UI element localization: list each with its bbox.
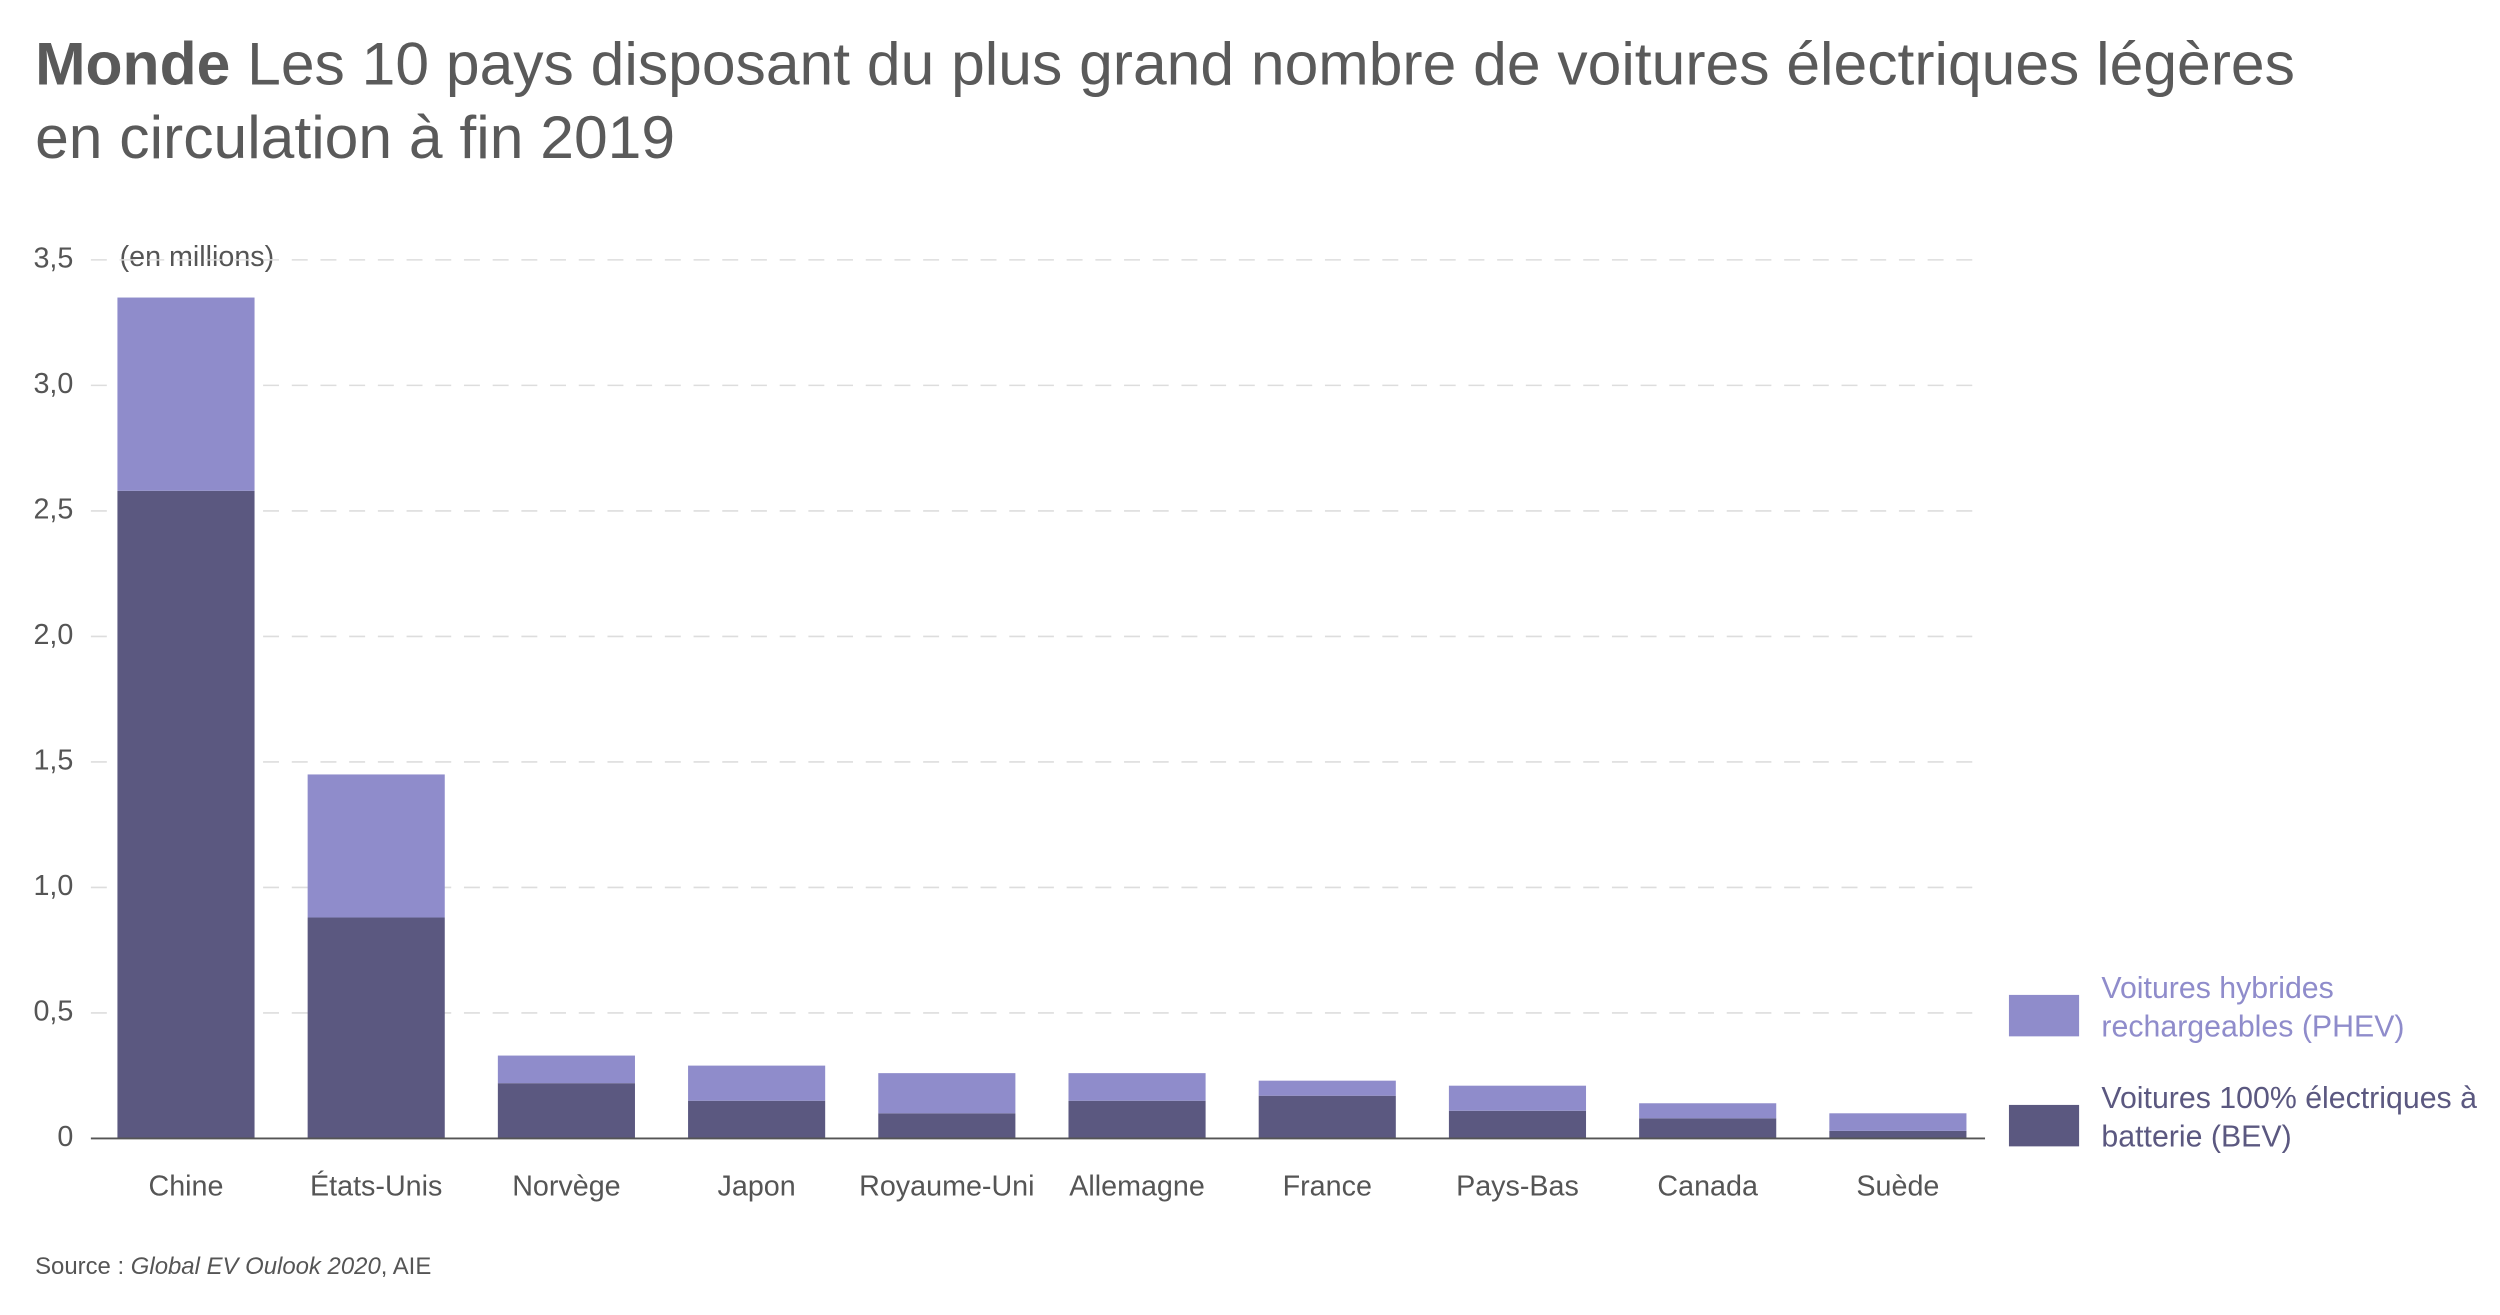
y-tick-label: 0,5 (33, 995, 73, 1027)
unit-label: (en millions) (120, 241, 275, 273)
bar-segment (1068, 1100, 1206, 1139)
x-tick-label: Japon (718, 1170, 796, 1202)
bar-segment (1448, 1110, 1587, 1139)
source-prefix: Source : (35, 1253, 131, 1281)
source: Source : Global EV Oulook 2020, AIE (35, 1253, 431, 1280)
legend-swatch (2008, 994, 2080, 1037)
bar-segment (878, 1113, 1016, 1139)
y-tick-label: 2,5 (33, 493, 73, 525)
x-tick-label: Royaume-Uni (859, 1170, 1034, 1202)
y-tick-label: 0 (57, 1121, 73, 1153)
bar-segment (1639, 1118, 1777, 1139)
bar-segment (307, 917, 445, 1139)
x-tick-label: Pays-Bas (1456, 1170, 1579, 1202)
y-tick-label: 2,0 (33, 619, 73, 651)
legend-swatch (2008, 1104, 2080, 1147)
bar-segment (1829, 1130, 1967, 1139)
bar-segment (878, 1073, 1016, 1114)
bar-segment (688, 1100, 826, 1139)
x-tick-label: France (1283, 1170, 1372, 1202)
bar-segment (1829, 1113, 1967, 1131)
y-tick-label: 1,5 (33, 744, 73, 776)
title-bold: Monde (35, 31, 231, 99)
x-tick-label: Suède (1856, 1170, 1939, 1202)
legend-label: Voitures hybrides rechargeables (PHEV) (2101, 972, 2405, 1045)
bar-segment (1639, 1103, 1777, 1119)
bar-segment (307, 774, 445, 918)
y-tick-label: 1,0 (33, 870, 73, 902)
bar-segment (1258, 1080, 1396, 1096)
bar-segment (1258, 1095, 1396, 1139)
x-tick-label: Canada (1657, 1170, 1758, 1202)
title-text: Les 10 pays disposant du plus grand nomb… (35, 31, 2295, 173)
title: Monde Les 10 pays disposant du plus gran… (35, 29, 2363, 176)
x-tick-label: Norvège (512, 1170, 620, 1202)
bar-segment (117, 297, 255, 491)
bar-segment (497, 1083, 635, 1139)
x-tick-label: États-Unis (310, 1169, 442, 1202)
bar-segment (1068, 1073, 1206, 1101)
bar-segment (117, 490, 255, 1139)
y-tick-label: 3,5 (33, 242, 73, 274)
y-tick-label: 3,0 (33, 368, 73, 400)
source-suffix: , AIE (380, 1253, 432, 1281)
source-title: Global EV Oulook 2020 (130, 1253, 381, 1281)
bar-segment (688, 1065, 826, 1101)
bar-segment (497, 1055, 635, 1084)
x-tick-label: Allemagne (1069, 1170, 1205, 1202)
legend-label: Voitures 100% électriques à batterie (BE… (2101, 1082, 2477, 1155)
x-tick-label: Chine (149, 1170, 224, 1202)
bar-segment (1448, 1085, 1587, 1111)
